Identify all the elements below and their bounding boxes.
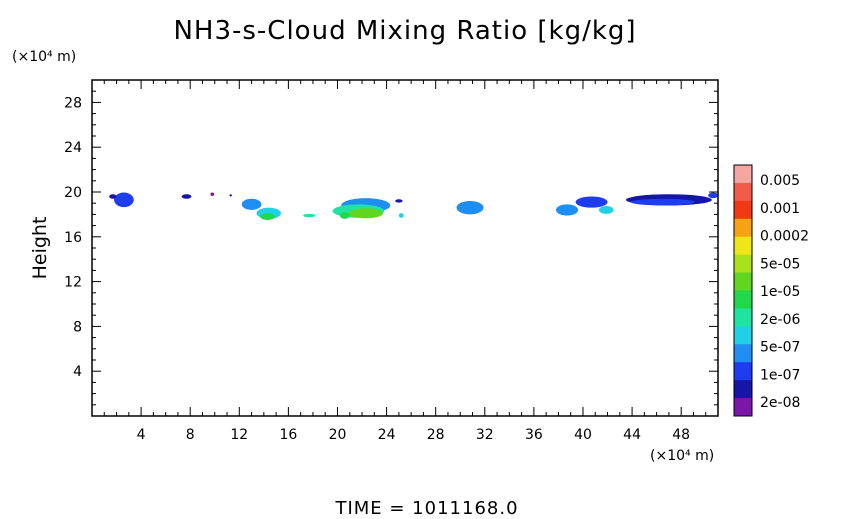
cloud-patch (303, 213, 316, 218)
x-tick-label: 48 (672, 427, 690, 443)
colorbar-segment (734, 290, 752, 309)
colorbar-segment (734, 200, 752, 220)
plot-frame (91, 79, 719, 417)
x-tick-label: 28 (427, 427, 445, 443)
chart-title: NH3-s-Cloud Mixing Ratio [kg/kg] (173, 16, 636, 46)
x-tick-label: 4 (137, 427, 146, 443)
y-tick-label: 12 (64, 275, 82, 291)
colorbar-segment (734, 398, 752, 417)
x-tick-label: 20 (329, 427, 347, 443)
colorbar-segment (734, 236, 752, 256)
colorbar-segment (734, 218, 752, 238)
cloud-patch (575, 196, 608, 208)
y-tick-label: 16 (64, 230, 82, 246)
colorbar-label: 2e-08 (760, 395, 800, 411)
colorbar-label: 0.005 (760, 173, 800, 189)
cloud-patch (630, 198, 695, 206)
cloud-patch (229, 194, 232, 197)
colorbar-segment (734, 326, 752, 345)
colorbar-segment (734, 308, 752, 327)
cloud-patch (181, 194, 192, 199)
cloud-patch (598, 206, 614, 214)
colorbar-segment (734, 272, 752, 291)
colorbar-segment (734, 362, 752, 381)
y-axis-label: Height (29, 217, 51, 280)
colorbar-segment (734, 254, 752, 274)
time-footer: TIME = 1011168.0 (334, 498, 518, 519)
x-tick-label: 44 (623, 427, 641, 443)
cloud-patch (114, 192, 134, 208)
colorbar-segment (734, 182, 752, 202)
x-tick-label: 40 (574, 427, 592, 443)
cloud-patch (339, 212, 350, 219)
colorbar-frame (733, 164, 753, 417)
colorbar-label: 5e-07 (760, 340, 800, 356)
cloud-patch (210, 192, 215, 196)
colorbar: 0.005 0.001 0.0002 5e-05 1e-05 2e-06 5e-07 1e-0… (733, 164, 809, 417)
x-tick-label: 12 (230, 427, 248, 443)
colorbar-segment (734, 380, 752, 399)
y-tick-label: 8 (73, 319, 82, 335)
y-tick-label: 28 (64, 95, 82, 111)
cloud-patch (708, 192, 718, 199)
y-tick-label: 24 (64, 140, 82, 156)
colorbar-label: 0.001 (760, 201, 800, 217)
y-tick-label: 20 (64, 185, 82, 201)
colorbar-label: 5e-05 (760, 256, 800, 272)
cloud-patch (348, 208, 383, 219)
colorbar-label: 2e-06 (760, 312, 800, 328)
cloud-patch (395, 199, 403, 203)
cloud-field (109, 192, 718, 220)
cloud-patch (109, 194, 117, 199)
colorbar-segment (734, 344, 752, 363)
cloud-patch (398, 213, 404, 218)
cloud-patch (456, 200, 484, 215)
x-axis-unit: (×10⁴ m) (650, 448, 714, 464)
x-tick-label: 8 (186, 427, 195, 443)
cloud-patch (260, 213, 275, 220)
x-tick-label: 24 (378, 427, 396, 443)
y-axis-unit: (×10⁴ m) (12, 49, 76, 65)
cloud-patch (555, 204, 579, 216)
colorbar-label: 1e-05 (760, 284, 800, 300)
colorbar-label: 0.0002 (760, 229, 809, 245)
x-tick-label: 32 (476, 427, 494, 443)
cloud-patch (241, 198, 262, 210)
y-tick-label: 4 (73, 364, 82, 380)
x-tick-label: 16 (279, 427, 297, 443)
colorbar-segment (734, 165, 752, 184)
colorbar-label: 1e-07 (760, 367, 800, 383)
x-tick-label: 36 (525, 427, 543, 443)
